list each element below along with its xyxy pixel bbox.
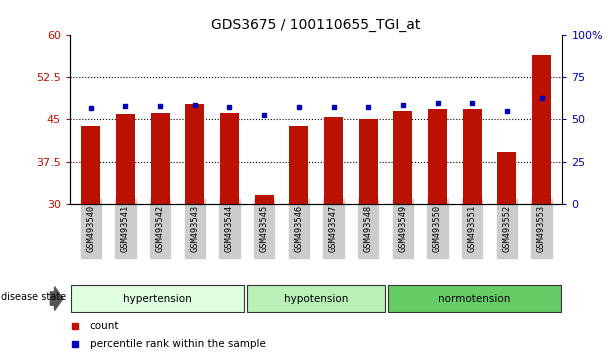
Text: hypotension: hypotension (284, 293, 348, 304)
Bar (116, 114, 135, 204)
Text: disease state: disease state (1, 292, 66, 302)
Text: hypertension: hypertension (123, 293, 192, 304)
FancyBboxPatch shape (388, 285, 561, 312)
Bar (463, 109, 482, 204)
Bar (532, 55, 551, 204)
Bar (393, 111, 412, 204)
Bar (185, 104, 204, 204)
Bar (255, 195, 274, 204)
Bar (428, 109, 447, 204)
Text: percentile rank within the sample: percentile rank within the sample (89, 339, 266, 349)
Bar (81, 126, 100, 204)
FancyBboxPatch shape (247, 285, 385, 312)
Title: GDS3675 / 100110655_TGI_at: GDS3675 / 100110655_TGI_at (212, 18, 421, 32)
Bar (497, 152, 516, 204)
FancyArrow shape (50, 287, 63, 310)
Text: normotension: normotension (438, 293, 511, 304)
Bar (324, 117, 343, 204)
Bar (151, 113, 170, 204)
Bar (289, 126, 308, 204)
FancyBboxPatch shape (71, 285, 244, 312)
Text: count: count (89, 321, 119, 331)
Bar (220, 113, 239, 204)
Bar (359, 119, 378, 204)
